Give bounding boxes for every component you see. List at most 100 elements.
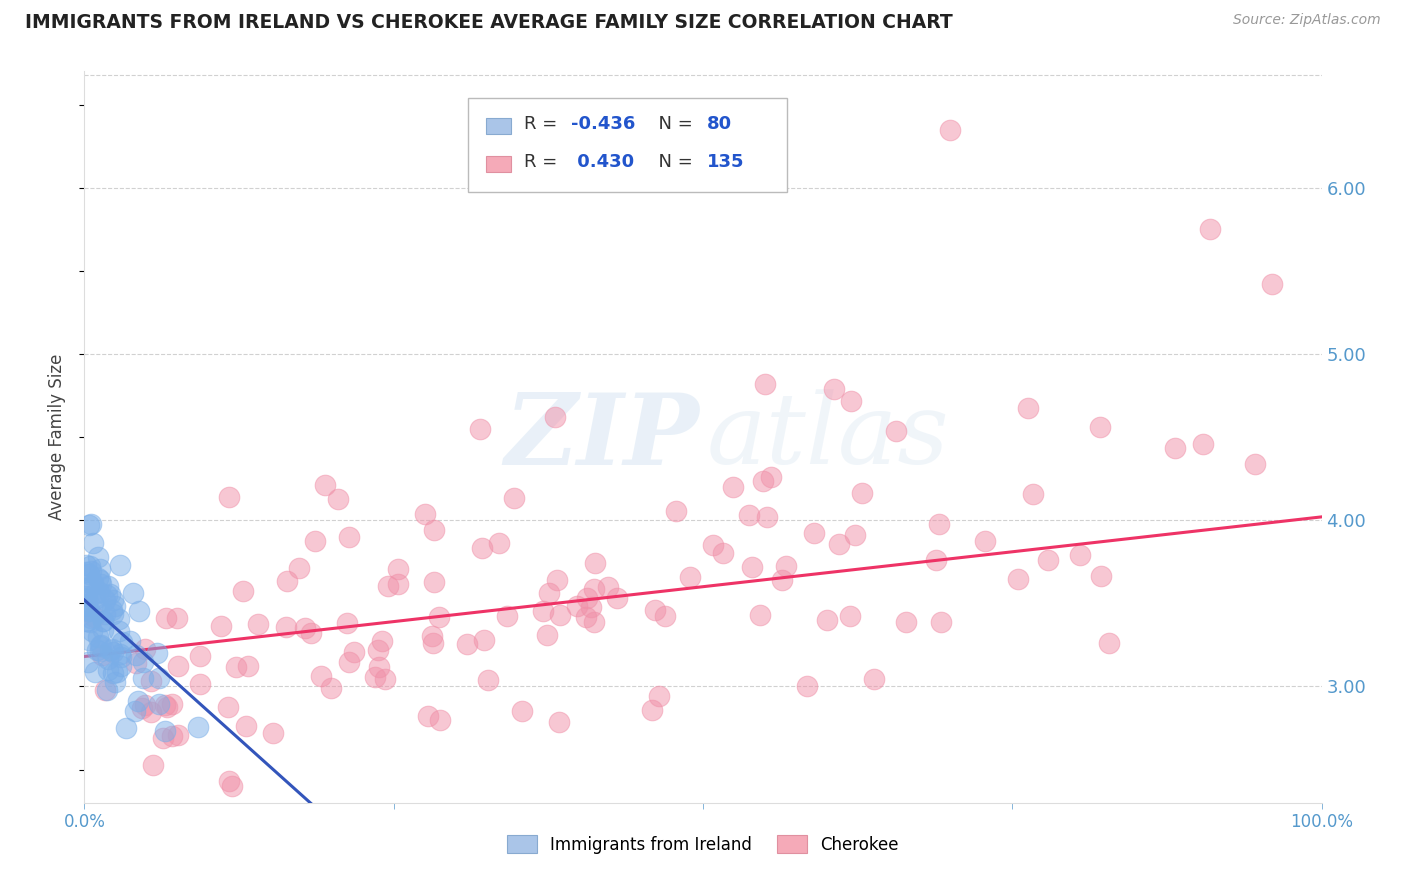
Point	[84, 591, 107, 606]
Point	[79, 611, 101, 625]
Point	[125, 648, 148, 662]
Point	[1199, 222, 1222, 236]
Point	[89, 562, 111, 576]
Point	[82, 577, 104, 591]
Point	[225, 660, 247, 674]
Point	[77, 655, 100, 669]
Point	[337, 530, 360, 544]
Point	[96, 588, 118, 602]
Point	[87, 630, 110, 644]
Point	[841, 393, 863, 408]
Point	[134, 698, 156, 712]
Point	[304, 533, 326, 548]
Point	[387, 562, 409, 576]
Point	[470, 422, 492, 436]
Point	[606, 591, 628, 605]
Point	[754, 376, 776, 391]
Point	[368, 660, 391, 674]
Point	[162, 697, 184, 711]
Point	[101, 666, 124, 681]
Point	[326, 492, 349, 507]
Point	[531, 604, 554, 618]
Point	[167, 658, 190, 673]
Point	[1192, 436, 1215, 450]
Point	[82, 535, 104, 549]
Point	[97, 579, 120, 593]
Point	[741, 559, 763, 574]
Point	[89, 640, 111, 654]
Point	[749, 608, 772, 623]
Text: 135: 135	[707, 153, 744, 171]
Point	[77, 603, 100, 617]
Point	[84, 665, 107, 679]
Point	[641, 703, 664, 717]
Point	[148, 671, 170, 685]
Point	[548, 608, 571, 623]
Point	[152, 731, 174, 746]
Point	[89, 584, 111, 599]
Text: N =: N =	[647, 153, 699, 171]
Point	[79, 633, 101, 648]
Point	[472, 632, 495, 647]
Point	[94, 607, 117, 622]
Point	[108, 647, 131, 661]
Point	[721, 480, 744, 494]
Point	[1022, 487, 1045, 501]
Point	[1069, 548, 1091, 562]
Point	[931, 615, 953, 629]
Point	[583, 556, 606, 570]
Point	[548, 715, 571, 730]
Point	[98, 643, 121, 657]
Point	[110, 659, 132, 673]
Point	[83, 586, 105, 600]
Point	[377, 579, 399, 593]
Point	[598, 581, 620, 595]
Point	[90, 638, 112, 652]
Point	[93, 682, 115, 697]
Point	[644, 603, 666, 617]
Point	[702, 538, 724, 552]
Point	[76, 614, 98, 628]
Point	[111, 635, 134, 649]
Point	[422, 636, 444, 650]
Point	[132, 655, 155, 669]
Point	[75, 599, 97, 613]
Point	[101, 641, 124, 656]
Point	[139, 673, 162, 688]
Point	[262, 726, 284, 740]
Point	[288, 560, 311, 574]
Point	[79, 516, 101, 531]
Point	[546, 574, 568, 588]
Point	[160, 729, 183, 743]
Point	[510, 704, 533, 718]
Point	[77, 604, 100, 618]
Text: N =: N =	[647, 115, 699, 133]
Point	[108, 612, 131, 626]
Point	[751, 474, 773, 488]
Point	[654, 609, 676, 624]
Point	[166, 611, 188, 625]
Point	[770, 573, 793, 587]
Point	[582, 615, 605, 630]
Point	[125, 656, 148, 670]
Point	[97, 652, 120, 666]
Point	[142, 758, 165, 772]
Y-axis label: Average Family Size: Average Family Size	[48, 354, 66, 520]
Point	[86, 643, 108, 657]
Point	[105, 665, 128, 680]
Point	[115, 721, 138, 735]
Point	[187, 720, 209, 734]
Point	[336, 616, 359, 631]
Point	[851, 485, 873, 500]
Point	[839, 608, 862, 623]
Point	[299, 625, 322, 640]
Point	[319, 681, 342, 695]
Point	[894, 615, 917, 630]
Point	[974, 534, 997, 549]
Point	[423, 523, 446, 537]
Point	[939, 122, 962, 136]
Point	[77, 566, 100, 581]
Point	[91, 614, 114, 628]
Point	[188, 648, 211, 663]
Point	[488, 536, 510, 550]
